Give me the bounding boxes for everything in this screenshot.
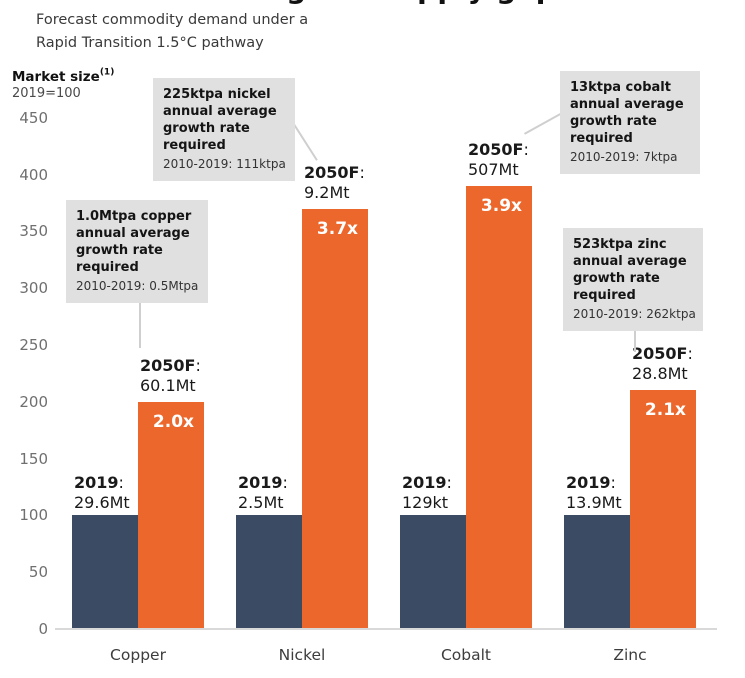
y-tick-150: 150 xyxy=(19,450,48,468)
y-tick-0: 0 xyxy=(38,620,48,638)
cobalt-multiplier-label: 3.9x xyxy=(480,196,522,216)
x-label-cobalt: Cobalt xyxy=(440,646,492,664)
y-tick-300: 300 xyxy=(19,279,48,297)
y-tick-250: 250 xyxy=(19,336,48,354)
copper-annotation-connector xyxy=(139,292,141,348)
footnote-marker: (1) xyxy=(99,67,115,78)
copper-2050f-bar: 2.0x xyxy=(138,402,204,629)
nickel-annotation-box: 225ktpa nickel annual average growth rat… xyxy=(153,78,295,181)
y-tick-350: 350 xyxy=(19,222,48,240)
x-axis-line xyxy=(55,628,717,630)
y-axis-title-bold: Market size xyxy=(12,69,100,85)
y-axis-index-base: 2019=100 xyxy=(12,86,81,101)
nickel-annotation-subtext: 2010-2019: 111ktpa xyxy=(163,156,286,171)
zinc-multiplier-label: 2.1x xyxy=(644,400,686,420)
copper-annotation-subtext: 2010-2019: 0.5Mtpa xyxy=(76,278,199,293)
cobalt-annotation-box: 13ktpa cobalt annual average growth rate… xyxy=(560,71,700,174)
zinc-annotation-box: 523ktpa zinc annual average growth rate … xyxy=(563,228,703,331)
zinc-2050f-bar: 2.1x xyxy=(630,390,696,629)
zinc-2019-bar xyxy=(564,515,630,629)
y-tick-50: 50 xyxy=(28,563,48,581)
cobalt-2019-label: 2019: 129kt xyxy=(402,473,452,512)
copper-2019-label: 2019: 29.6Mt xyxy=(74,473,130,512)
y-tick-400: 400 xyxy=(19,166,48,184)
nickel-annotation-text: 225ktpa nickel annual average growth rat… xyxy=(163,87,277,153)
copper-annotation-text: 1.0Mtpa copper annual average growth rat… xyxy=(76,209,192,275)
cobalt-2050f-label: 2050F: 507Mt xyxy=(468,140,529,179)
cobalt-annotation-connector xyxy=(524,113,561,135)
cobalt-2050f-bar: 3.9x xyxy=(466,186,532,629)
nickel-multiplier-label: 3.7x xyxy=(316,219,358,239)
zinc-annotation-subtext: 2010-2019: 262ktpa xyxy=(573,306,696,321)
copper-multiplier-label: 2.0x xyxy=(152,412,194,432)
cropped-page-title: Closing the supply gap xyxy=(0,0,745,3)
x-label-nickel: Nickel xyxy=(278,646,326,664)
nickel-2019-label: 2019: 2.5Mt xyxy=(238,473,288,512)
nickel-2050f-bar: 3.7x xyxy=(302,209,368,629)
copper-2019-bar xyxy=(72,515,138,629)
cobalt-annotation-subtext: 2010-2019: 7ktpa xyxy=(570,149,678,164)
zinc-2050f-label: 2050F: 28.8Mt xyxy=(632,344,693,383)
y-tick-100: 100 xyxy=(19,506,48,524)
x-label-zinc: Zinc xyxy=(613,646,647,664)
zinc-2019-label: 2019: 13.9Mt xyxy=(566,473,622,512)
cobalt-2019-bar xyxy=(400,515,466,629)
cobalt-annotation-text: 13ktpa cobalt annual average growth rate… xyxy=(570,80,684,146)
zinc-annotation-text: 523ktpa zinc annual average growth rate … xyxy=(573,237,687,303)
nickel-2019-bar xyxy=(236,515,302,629)
zinc-annotation-connector xyxy=(634,318,636,352)
nickel-2050f-label: 2050F: 9.2Mt xyxy=(304,163,365,202)
y-axis-title: Market size(1) 2019=100 xyxy=(12,66,114,101)
copper-annotation-box: 1.0Mtpa copper annual average growth rat… xyxy=(66,200,208,303)
copper-2050f-label: 2050F: 60.1Mt xyxy=(140,356,201,395)
x-label-copper: Copper xyxy=(110,646,166,664)
y-tick-200: 200 xyxy=(19,393,48,411)
chart-subtitle: Forecast commodity demand under a Rapid … xyxy=(36,12,309,52)
y-tick-450: 450 xyxy=(19,109,48,127)
